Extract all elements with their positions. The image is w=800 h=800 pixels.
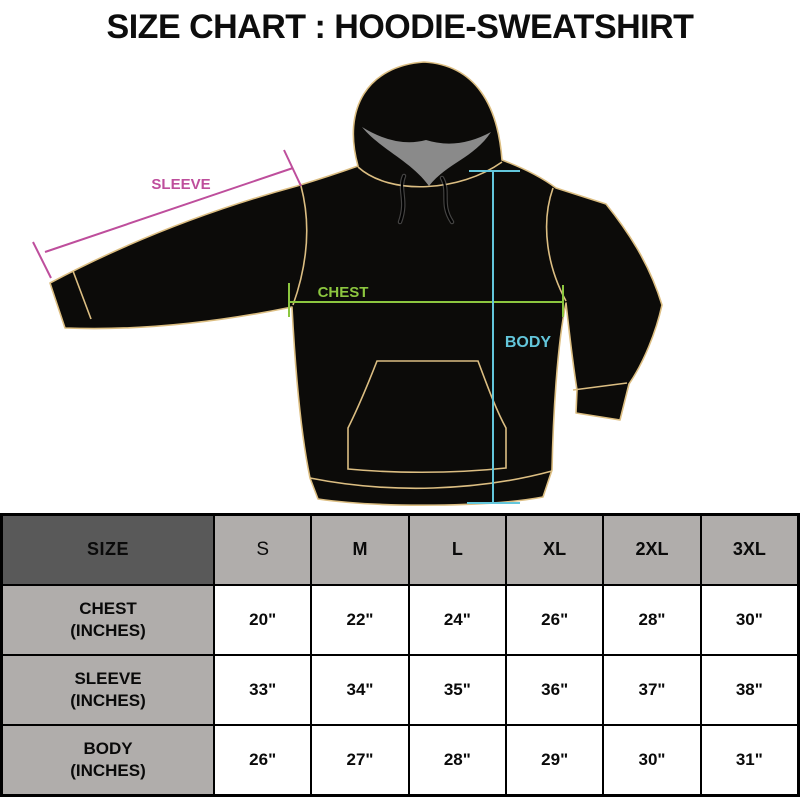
size-header-cell: SIZE	[3, 516, 213, 584]
sleeve-label: SLEEVE	[151, 176, 210, 193]
page-title: SIZE CHART : HOODIE-SWEATSHIRT	[106, 8, 694, 46]
row-label-body: BODY (INCHES)	[3, 726, 213, 794]
row-label-chest: CHEST (INCHES)	[3, 586, 213, 654]
row-label-line2: (INCHES)	[70, 621, 146, 640]
body-value-3xl: 31"	[701, 726, 797, 794]
chest-value-l: 24"	[409, 586, 505, 654]
col-header-l: L	[409, 516, 505, 584]
body-value-2xl: 30"	[604, 726, 700, 794]
body-value-xl: 29"	[507, 726, 603, 794]
hoodie-illustration: SLEEVE CHEST BODY	[32, 61, 663, 506]
col-header-2xl: 2XL	[604, 516, 700, 584]
body-value-l: 28"	[409, 726, 505, 794]
chest-value-3xl: 30"	[701, 586, 797, 654]
row-label-sleeve: SLEEVE (INCHES)	[3, 656, 213, 724]
sleeve-value-xl: 36"	[507, 656, 603, 724]
row-label-line1: SLEEVE	[74, 668, 142, 688]
hood-lining	[362, 127, 491, 186]
hoodie-silhouette	[49, 61, 663, 506]
sleeve-value-l: 35"	[409, 656, 505, 724]
chest-value-2xl: 28"	[604, 586, 700, 654]
size-table: SIZE S M L XL 2XL 3XL CHEST (INCHES) 20"…	[0, 513, 800, 797]
drawstrings	[397, 173, 455, 225]
sleeve-value-m: 34"	[312, 656, 408, 724]
sleeve-measurement	[32, 149, 302, 279]
body-label: BODY	[505, 334, 552, 351]
chest-measurement	[288, 283, 564, 317]
chest-value-s: 20"	[215, 586, 311, 654]
col-header-3xl: 3XL	[701, 516, 797, 584]
row-label-line1: CHEST	[79, 598, 137, 618]
sleeve-value-s: 33"	[215, 656, 311, 724]
col-header-m: M	[312, 516, 408, 584]
row-label-line2: (INCHES)	[70, 691, 146, 710]
hoodie-size-diagram: SLEEVE CHEST BODY	[0, 55, 800, 513]
col-header-xl: XL	[507, 516, 603, 584]
row-label-line2: (INCHES)	[70, 761, 146, 780]
chest-value-xl: 26"	[507, 586, 603, 654]
chest-label: CHEST	[318, 284, 369, 301]
body-value-s: 26"	[215, 726, 311, 794]
sleeve-value-3xl: 38"	[701, 656, 797, 724]
chest-value-m: 22"	[312, 586, 408, 654]
body-measurement	[467, 170, 520, 504]
body-value-m: 27"	[312, 726, 408, 794]
row-label-line1: BODY	[83, 738, 133, 758]
sleeve-value-2xl: 37"	[604, 656, 700, 724]
col-header-s: S	[215, 516, 311, 584]
